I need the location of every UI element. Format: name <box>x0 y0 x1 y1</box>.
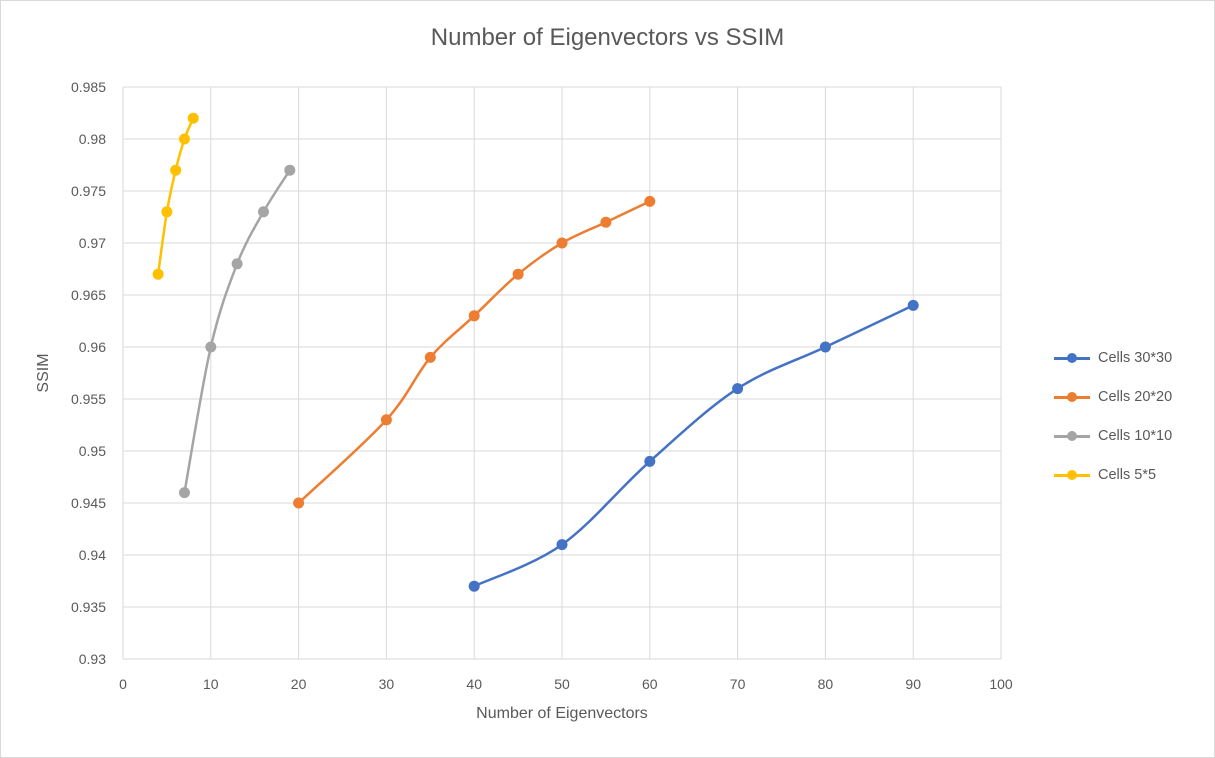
x-tick-label: 40 <box>466 676 482 692</box>
data-point <box>284 164 296 176</box>
legend-label: Cells 20*20 <box>1098 388 1173 405</box>
y-tick-label: 0.935 <box>71 599 106 615</box>
legend-label: Cells 5*5 <box>1098 466 1157 483</box>
x-tick-label: 70 <box>730 676 746 692</box>
legend-item: Cells 10*10 <box>1052 416 1172 455</box>
x-tick-label: 0 <box>119 676 127 692</box>
x-tick-label: 60 <box>642 676 658 692</box>
legend: Cells 30*30 Cells 20*20 Cells 10*10 Cells 5… <box>1052 338 1172 494</box>
legend-item: Cells 20*20 <box>1052 377 1172 416</box>
legend-marker <box>1052 469 1092 481</box>
data-point <box>161 206 173 218</box>
legend-marker <box>1052 391 1092 403</box>
y-axis-title: SSIM <box>35 353 52 393</box>
data-point <box>556 237 568 249</box>
x-tick-label: 30 <box>379 676 395 692</box>
y-tick-label: 0.97 <box>79 235 106 251</box>
chart-title: Number of Eigenvectors vs SSIM <box>430 24 785 51</box>
legend-label: Cells 30*30 <box>1098 349 1173 366</box>
x-tick-label: 20 <box>291 676 307 692</box>
y-tick-label: 0.955 <box>71 391 106 407</box>
x-tick-label: 10 <box>203 676 219 692</box>
y-tick-label: 0.945 <box>71 495 106 511</box>
data-point <box>205 341 217 353</box>
series-line <box>183 169 291 493</box>
y-tick-label: 0.94 <box>79 547 106 563</box>
data-point <box>468 310 480 322</box>
data-point <box>187 112 199 124</box>
data-point <box>644 195 656 207</box>
y-tick-label: 0.96 <box>79 339 106 355</box>
y-tick-label: 0.965 <box>71 287 106 303</box>
data-point <box>600 216 612 228</box>
data-point <box>468 580 480 592</box>
x-tick-label: 90 <box>905 676 921 692</box>
legend-item: Cells 5*5 <box>1052 455 1172 494</box>
data-point <box>178 133 190 145</box>
data-point <box>907 299 919 311</box>
y-tick-label: 0.975 <box>71 183 106 199</box>
x-axis-title: Number of Eigenvectors <box>476 705 648 722</box>
y-tick-label: 0.985 <box>71 79 106 95</box>
x-tick-label: 50 <box>554 676 570 692</box>
data-point <box>644 455 656 467</box>
y-tick-label: 0.95 <box>79 443 106 459</box>
data-point <box>152 268 164 280</box>
legend-marker <box>1052 430 1092 442</box>
legend-label: Cells 10*10 <box>1098 427 1173 444</box>
data-point <box>556 539 568 551</box>
x-tick-label: 100 <box>989 676 1013 692</box>
legend-item: Cells 30*30 <box>1052 338 1172 377</box>
y-tick-label: 0.98 <box>79 131 106 147</box>
data-point <box>257 206 269 218</box>
data-point <box>293 497 305 509</box>
data-point <box>732 383 744 395</box>
data-point <box>424 351 436 363</box>
data-point <box>380 414 392 426</box>
series-line <box>473 304 914 588</box>
data-point <box>170 164 182 176</box>
data-point <box>512 268 524 280</box>
x-tick-label: 80 <box>818 676 834 692</box>
y-tick-label: 0.93 <box>79 651 106 667</box>
data-point <box>231 258 243 270</box>
data-point <box>819 341 831 353</box>
data-point <box>178 487 190 499</box>
legend-marker <box>1052 352 1092 364</box>
